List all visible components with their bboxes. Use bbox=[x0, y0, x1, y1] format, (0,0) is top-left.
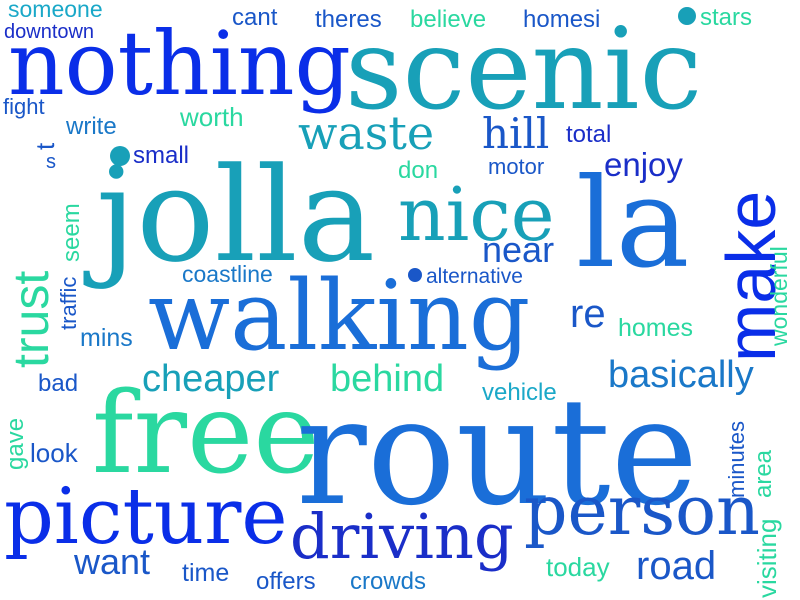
word-don: don bbox=[398, 157, 439, 184]
word-theres: theres bbox=[315, 6, 382, 33]
word-offers: offers bbox=[256, 568, 316, 595]
word-gave: gave bbox=[2, 417, 29, 470]
word-time: time bbox=[182, 559, 230, 587]
word-small: small bbox=[133, 142, 190, 169]
word-write: write bbox=[66, 113, 117, 140]
word-someone: someone bbox=[8, 0, 103, 22]
word-marker-dot bbox=[408, 268, 422, 282]
word-free: free bbox=[92, 369, 320, 499]
word-traffic: traffic bbox=[56, 276, 81, 330]
word-cant: cant bbox=[232, 4, 278, 31]
word-marker-dot bbox=[110, 146, 130, 166]
word-trust: trust bbox=[3, 270, 59, 368]
word-worth: worth bbox=[180, 102, 244, 132]
word-today: today bbox=[546, 552, 610, 582]
word-believe: believe bbox=[410, 6, 487, 33]
word-hill: hill bbox=[482, 109, 550, 158]
word-homes: homes bbox=[618, 314, 694, 342]
word-re: re bbox=[570, 292, 606, 336]
word-jolla: jolla bbox=[96, 139, 376, 291]
word-want: want bbox=[74, 541, 151, 582]
word-visiting: visiting bbox=[752, 518, 782, 598]
word-seem: seem bbox=[58, 203, 85, 262]
word-stars: stars bbox=[700, 4, 753, 31]
word-behind: behind bbox=[330, 358, 445, 400]
word-motor: motor bbox=[488, 154, 545, 179]
word-crowds: crowds bbox=[350, 568, 427, 595]
word-nothing: nothing bbox=[8, 12, 351, 115]
word-driving: driving bbox=[290, 500, 514, 573]
word-route: route bbox=[296, 366, 699, 538]
word-nice: nice bbox=[398, 172, 555, 258]
word-basically: basically bbox=[608, 354, 754, 396]
word-picture: picture bbox=[4, 472, 288, 562]
word-s: s bbox=[46, 151, 56, 173]
word-waste: waste bbox=[298, 106, 435, 160]
word-vehicle: vehicle bbox=[482, 379, 557, 406]
word-mins: mins bbox=[80, 324, 133, 352]
word-cheaper: cheaper bbox=[142, 358, 280, 400]
word-coastline: coastline bbox=[182, 261, 273, 287]
word-wonderful: wonderful bbox=[766, 246, 792, 346]
word-near: near bbox=[482, 229, 555, 270]
word-road: road bbox=[636, 544, 717, 588]
word-homesi: homesi bbox=[523, 6, 601, 33]
word-t: t bbox=[30, 142, 60, 150]
word-person: person bbox=[524, 472, 760, 551]
word-walking: walking bbox=[148, 260, 531, 372]
word-total: total bbox=[566, 121, 612, 148]
word-marker-dot bbox=[678, 7, 696, 25]
word-fight: fight bbox=[3, 94, 45, 119]
word-enjoy: enjoy bbox=[604, 146, 683, 183]
word-bad: bad bbox=[38, 370, 79, 397]
word-alternative: alternative bbox=[426, 265, 523, 288]
word-look: look bbox=[30, 438, 78, 468]
word-downtown: downtown bbox=[4, 21, 95, 43]
word-scenic: scenic bbox=[345, 5, 703, 135]
word-la: la bbox=[576, 152, 690, 296]
